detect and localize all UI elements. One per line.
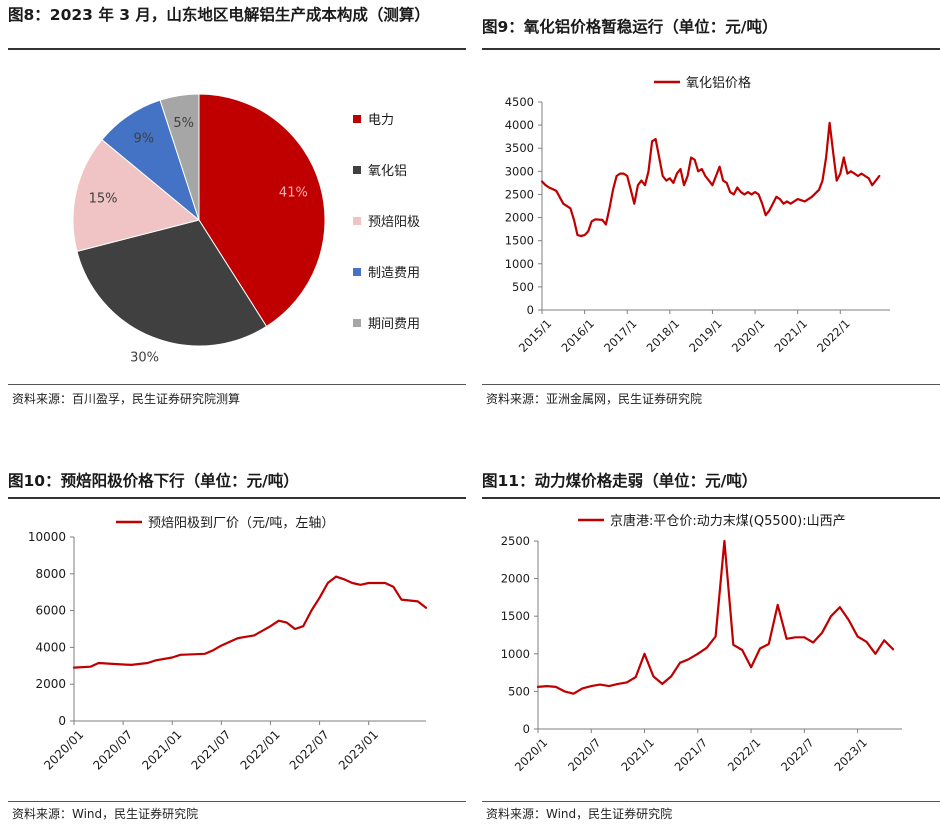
fig9-title: 图9：氧化铝价格暂稳运行（单位：元/吨） (482, 18, 778, 36)
x-tick-label: 2019/1 (686, 316, 725, 355)
y-tick-label: 10000 (28, 530, 66, 544)
pie-slice-label: 9% (133, 132, 154, 147)
fig9-source: 资料来源：亚洲金属网，民生证券研究院 (486, 392, 703, 406)
panel-fig9: 图9：氧化铝价格暂稳运行（单位：元/吨） 0 500 1000 1500 2000 250… (482, 6, 940, 406)
pie-slice (76, 219, 268, 347)
fig8-top-rule (8, 48, 466, 50)
y-tick-label: 2000 (35, 677, 66, 691)
x-tick-label: 2023/1 (831, 735, 870, 774)
fig9-bottom-rule (482, 384, 940, 385)
y-tick-label: 3000 (505, 164, 534, 178)
y-tick-label: 6000 (35, 604, 66, 618)
fig11-source: 资料来源：Wind，民生证券研究院 (486, 807, 673, 821)
y-tick-label: 2500 (505, 187, 534, 201)
legend-label: 氧化铝价格 (686, 75, 751, 91)
x-tick-label: 2020/7 (565, 735, 604, 774)
legend-label: 氧化铝 (368, 164, 407, 179)
fig11-line-chart: 0 500 1000 1500 2000 2500 2020/1 2020/7 2021/1 20… (501, 513, 902, 774)
y-tick-label: 500 (512, 280, 534, 294)
fig10-source: 资料来源：Wind，民生证券研究院 (12, 807, 199, 821)
x-tick-label: 2021/1 (618, 735, 657, 774)
x-tick-label: 2021/1 (771, 316, 810, 355)
y-tick-label: 8000 (35, 567, 66, 581)
pie-slice-label: 41% (279, 186, 308, 201)
legend-label: 预焙阳极 (368, 215, 420, 230)
y-tick-label: 3500 (505, 141, 534, 155)
pie-slice (198, 93, 326, 328)
legend-label: 期间费用 (368, 317, 420, 332)
fig8-title: 图8：2023 年 3 月，山东地区电解铝生产成本构成（测算） (8, 6, 430, 24)
fig11-bottom-rule (482, 801, 940, 802)
fig11-title: 图11：动力煤价格走弱（单位：元/吨） (482, 472, 758, 490)
legend-label: 预焙阳极到厂价（元/吨，左轴） (148, 516, 334, 531)
fig9-top-rule (482, 48, 940, 50)
legend-label: 京唐港:平仓价:动力末煤(Q5500):山西产 (610, 513, 846, 529)
y-tick-label: 2000 (501, 572, 530, 586)
y-tick-label: 2500 (501, 534, 530, 548)
y-tick-label: 0 (523, 722, 530, 736)
fig10-bottom-rule (8, 801, 466, 802)
pie-slice-label: 30% (130, 351, 159, 366)
x-tick-label: 2022/1 (814, 316, 853, 355)
x-tick-label: 2022/01 (238, 727, 283, 772)
y-tick-label: 1000 (501, 647, 530, 661)
panel-fig8: 图8：2023 年 3 月，山东地区电解铝生产成本构成（测算） 41% 30% 15… (8, 6, 466, 406)
x-tick-label: 2015/1 (516, 316, 555, 355)
panel-fig10: 图10：预焙阳极价格下行（单位：元/吨） 0 2000 4000 6000 8000 10… (8, 460, 466, 827)
y-tick-label: 4000 (505, 118, 534, 132)
y-tick-label: 4500 (505, 95, 534, 109)
x-tick-label: 2020/1 (729, 316, 768, 355)
x-tick-label: 2017/1 (601, 316, 640, 355)
x-tick-label: 2020/01 (41, 727, 86, 772)
series-line (536, 539, 895, 695)
panel-fig11: 图11：动力煤价格走弱（单位：元/吨） 0 500 1000 1500 2000 2500… (482, 460, 940, 827)
x-tick-label: 2023/01 (336, 727, 381, 772)
fig8-bottom-rule (8, 384, 466, 385)
y-tick-label: 2000 (505, 211, 534, 225)
legend-label: 电力 (368, 113, 394, 128)
legend-swatch (353, 268, 361, 276)
x-tick-label: 2021/01 (139, 727, 184, 772)
fig8-source: 资料来源：百川盈孚，民生证券研究院测算 (12, 392, 241, 406)
x-tick-label: 2022/1 (725, 735, 764, 774)
legend-swatch (353, 217, 361, 225)
y-tick-label: 0 (58, 714, 66, 728)
fig10-top-rule (8, 497, 466, 499)
x-tick-label: 2018/1 (644, 316, 683, 355)
y-tick-label: 1000 (505, 257, 534, 271)
y-tick-label: 0 (527, 303, 534, 317)
y-tick-label: 4000 (35, 640, 66, 654)
y-tick-label: 500 (508, 684, 530, 698)
legend-swatch (353, 319, 361, 327)
x-tick-label: 2022/07 (287, 727, 332, 772)
x-tick-label: 2021/7 (672, 735, 711, 774)
pie-slice (72, 138, 201, 252)
fig11-top-rule (482, 497, 940, 499)
x-tick-label: 2020/1 (512, 735, 551, 774)
x-tick-label: 2016/1 (558, 316, 597, 355)
y-tick-label: 1500 (505, 234, 534, 248)
pie-slice (159, 93, 200, 221)
series-line (72, 575, 428, 669)
fig10-title: 图10：预焙阳极价格下行（单位：元/吨） (8, 472, 299, 490)
x-tick-label: 2022/7 (778, 735, 817, 774)
pie-slice-label: 15% (89, 192, 118, 207)
legend-label: 制造费用 (368, 266, 420, 281)
y-tick-label: 1500 (501, 609, 530, 623)
legend-swatch (353, 115, 361, 123)
x-tick-label: 2020/07 (90, 727, 135, 772)
x-tick-label: 2021/07 (189, 727, 234, 772)
series-line (540, 121, 881, 238)
legend-swatch (353, 166, 361, 174)
fig9-line-chart: 0 500 1000 1500 2000 2500 3000 3500 4000 4500 2015… (505, 75, 890, 355)
pie-slice-label: 5% (173, 116, 194, 131)
